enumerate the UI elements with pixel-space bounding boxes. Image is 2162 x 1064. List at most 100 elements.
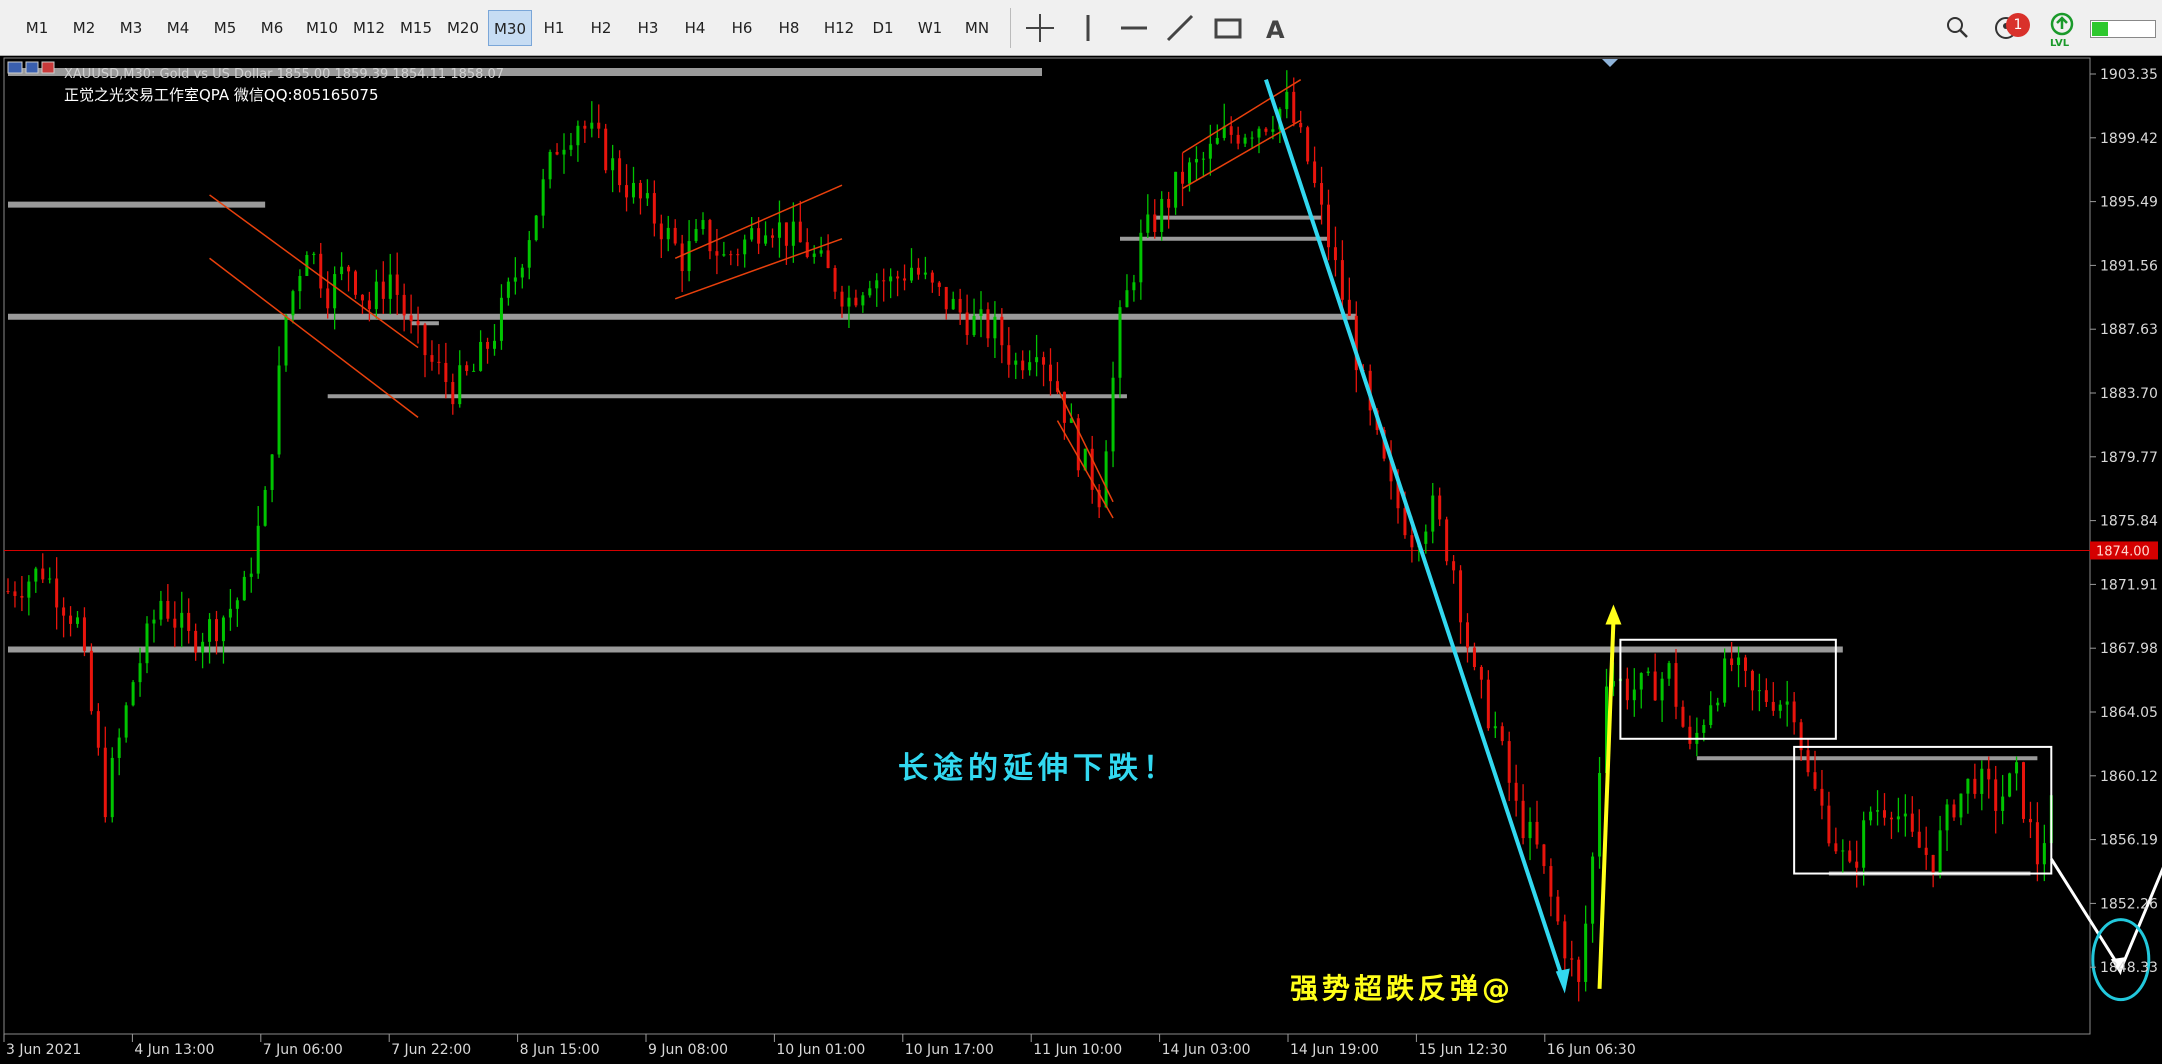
time-axis: 3 Jun 2021 4 Jun 13:00 7 Jun 06:00 7 Jun 22… (3, 1034, 1636, 1058)
timeframe-m15[interactable]: M15 (399, 19, 433, 37)
candle-body (1452, 561, 1456, 571)
annotation-drop[interactable]: 长途的延伸下跌！ (898, 751, 1178, 786)
candle-body (1570, 958, 1574, 960)
candle-body (1424, 531, 1428, 544)
timeframe-m3[interactable]: M3 (119, 19, 143, 37)
channel-lower-line[interactable] (209, 257, 419, 418)
timeframe-mn[interactable]: MN (964, 19, 990, 37)
candle-body (62, 607, 66, 616)
candle-body (875, 280, 879, 289)
candle-body (764, 235, 768, 244)
timeframe-m30[interactable]: M30 (488, 10, 532, 46)
candle-body (1104, 451, 1108, 508)
channel-upper-line[interactable] (209, 194, 419, 349)
candle-body (1778, 704, 1782, 711)
consolidation-box[interactable] (1619, 638, 1837, 740)
candle-body (1598, 772, 1602, 857)
candle-body (826, 250, 830, 269)
timeframe-d1[interactable]: D1 (872, 19, 894, 37)
candle-body (1076, 418, 1080, 471)
timeframe-m1[interactable]: M1 (25, 19, 49, 37)
candle-body (555, 151, 559, 155)
time-tick-label: 8 Jun 15:00 (520, 1042, 600, 1058)
timeframe-m4[interactable]: M4 (166, 19, 190, 37)
timeframe-h6[interactable]: H6 (731, 19, 753, 37)
channel-upper-line[interactable] (1182, 79, 1302, 154)
annotation-rebound[interactable]: 强势超跌反弹@ (1290, 972, 1514, 1005)
candle-body (298, 276, 302, 292)
candle-body (618, 158, 622, 186)
level-icon[interactable]: LVL (2044, 10, 2080, 49)
rebound-arrow[interactable] (1597, 620, 1616, 989)
candle-body (1869, 811, 1873, 821)
notification-badge[interactable]: 1 (2006, 13, 2030, 37)
timeframe-m5[interactable]: M5 (213, 19, 237, 37)
time-tick-label: 16 Jun 06:30 (1547, 1042, 1636, 1058)
chart-window-icon[interactable] (41, 61, 55, 74)
timeframe-m6[interactable]: M6 (260, 19, 284, 37)
candle-body (1313, 161, 1317, 184)
timeframe-m10[interactable]: M10 (305, 19, 339, 37)
candle-body (270, 454, 274, 490)
plot-border (3, 57, 2091, 1035)
timeframe-m2[interactable]: M2 (72, 19, 96, 37)
chart-window-icon[interactable] (7, 61, 23, 74)
candle-body (55, 578, 59, 608)
candle-body (1174, 171, 1178, 208)
text-tool-icon[interactable]: A (1256, 10, 1292, 46)
timeframe-h4[interactable]: H4 (684, 19, 706, 37)
chart-window-icon[interactable] (25, 61, 39, 74)
candle-body (1889, 817, 1893, 820)
candle-body (1215, 137, 1219, 144)
price-tick-label: 1891.56 (2100, 258, 2158, 274)
svg-text:LVL: LVL (2050, 38, 2070, 49)
timeframe-h1[interactable]: H1 (543, 19, 565, 37)
candle-body (1563, 921, 1567, 959)
crosshair-icon[interactable] (1022, 10, 1058, 46)
candle-body (1229, 126, 1233, 135)
consolidation-box[interactable] (1793, 745, 2053, 875)
candle-body (1556, 896, 1560, 922)
candle-body (576, 125, 580, 146)
trendline-icon[interactable] (1162, 10, 1198, 46)
channel-upper-line[interactable] (1056, 387, 1114, 503)
drop-trend-arrow[interactable] (1264, 79, 1567, 987)
timeframe-m20[interactable]: M20 (446, 19, 480, 37)
connection-status-bar (2090, 20, 2156, 38)
search-icon[interactable] (1940, 10, 1976, 46)
timeframe-m12[interactable]: M12 (352, 19, 386, 37)
candle-body (1653, 671, 1657, 701)
price-chart[interactable]: XAUUSD,M30: Gold vs US Dollar 1855.00 18… (0, 56, 2162, 1060)
candle-body (1243, 137, 1247, 144)
candle-body (458, 365, 462, 405)
candles (6, 70, 2053, 1002)
channel-upper-line[interactable] (674, 184, 843, 259)
candle-body (1973, 778, 1977, 794)
channel-lower-line[interactable] (1056, 420, 1114, 519)
target-circle[interactable] (2091, 918, 2151, 1002)
timeframe-h12[interactable]: H12 (823, 19, 855, 37)
timeframe-h3[interactable]: H3 (637, 19, 659, 37)
candle-body (680, 243, 684, 272)
time-tick-label: 4 Jun 13:00 (134, 1042, 214, 1058)
shift-marker[interactable] (1602, 59, 1618, 67)
candle-body (1702, 724, 1706, 733)
candle-body (1132, 282, 1136, 291)
candle-body (1820, 788, 1824, 806)
candle-body (1910, 813, 1914, 832)
price-tick-label: 1867.98 (2100, 641, 2158, 657)
candle-body (493, 340, 496, 349)
candle-body (903, 278, 907, 281)
timeframe-h8[interactable]: H8 (778, 19, 800, 37)
candle-body (312, 253, 316, 256)
timeframe-h2[interactable]: H2 (590, 19, 612, 37)
candle-body (652, 193, 656, 224)
channel-lower-line[interactable] (674, 238, 843, 300)
candle-body (993, 316, 997, 339)
rectangle-icon[interactable] (1210, 10, 1246, 46)
vertical-line-icon[interactable] (1070, 10, 1106, 46)
candle-body (854, 297, 858, 306)
chart-area[interactable]: XAUUSD,M30: Gold vs US Dollar 1855.00 18… (0, 56, 2162, 1060)
horizontal-line-icon[interactable] (1116, 10, 1152, 46)
timeframe-w1[interactable]: W1 (917, 19, 943, 37)
